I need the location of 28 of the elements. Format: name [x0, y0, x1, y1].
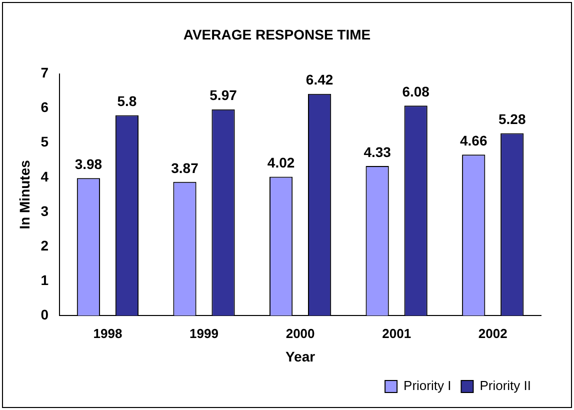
y-tick-label: 7 — [40, 64, 49, 81]
data-label: 3.87 — [171, 160, 199, 176]
data-label: 6.08 — [402, 83, 430, 100]
y-tick-label: 5 — [40, 134, 49, 150]
chart-title: AVERAGE RESPONSE TIME — [183, 26, 371, 42]
y-tick-label: 1 — [40, 272, 49, 288]
y-tick-label: 2 — [40, 237, 49, 254]
x-tick-label: 2002 — [478, 326, 508, 341]
data-label: 5.8 — [117, 93, 137, 110]
x-tick-label: 1998 — [93, 326, 122, 341]
data-label: 3.98 — [74, 156, 102, 172]
data-label: 4.33 — [364, 144, 392, 160]
x-axis-title: Year — [285, 348, 316, 364]
data-label: 4.02 — [267, 154, 295, 171]
legend-label: Priority I — [404, 378, 452, 394]
y-tick-label: 4 — [40, 168, 49, 184]
data-label: 6.42 — [306, 72, 334, 88]
legend-label: Priority II — [480, 378, 532, 394]
data-label: 5.97 — [210, 87, 238, 104]
y-tick-label: 6 — [40, 99, 49, 116]
y-tick-label: 0 — [40, 306, 49, 322]
y-axis-title: In Minutes — [16, 160, 32, 230]
x-tick-label: 2001 — [382, 326, 412, 341]
data-label: 4.66 — [460, 132, 488, 148]
x-tick-label: 2000 — [286, 326, 315, 341]
x-tick-label: 1999 — [190, 326, 218, 341]
y-tick-label: 3 — [40, 202, 49, 219]
data-label: 5.28 — [498, 111, 526, 128]
